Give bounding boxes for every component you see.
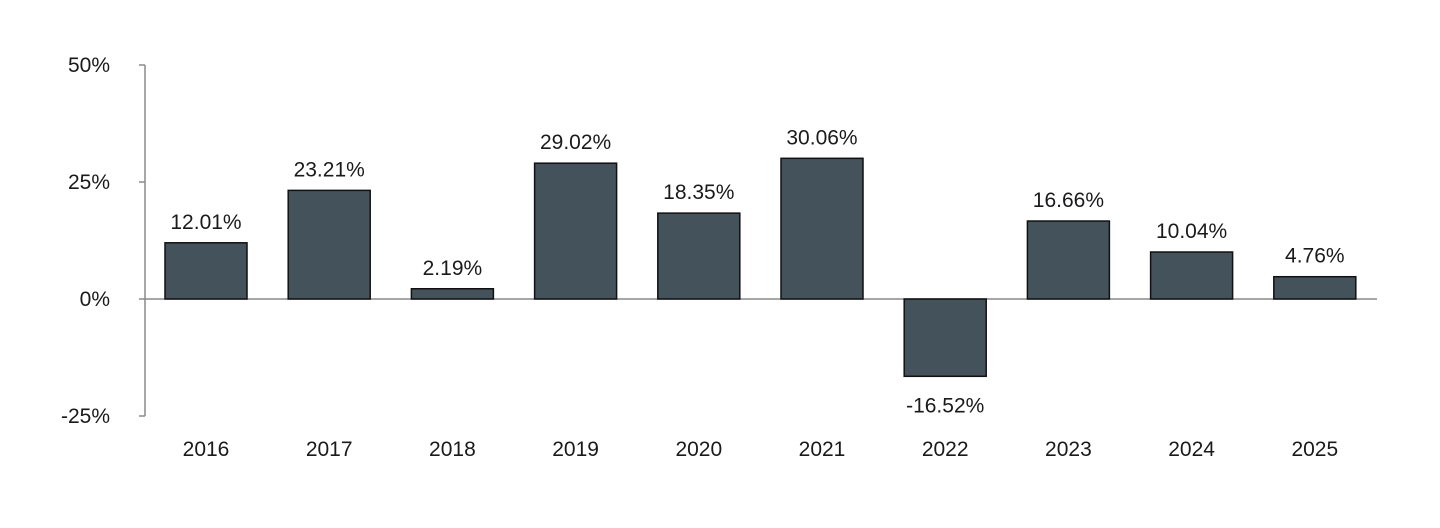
value-label-2024: 10.04% — [1156, 220, 1227, 243]
value-labels-group: 12.01% 23.21% 2.19% 29.02% 18.35% 30.06% -16.5… — [170, 126, 1344, 417]
x-tick-label-2025: 2025 — [1291, 438, 1338, 461]
value-label-2020: 18.35% — [663, 181, 734, 204]
bar-2022 — [903, 298, 987, 378]
x-tick-label-2020: 2020 — [675, 438, 722, 461]
value-label-2023: 16.66% — [1033, 189, 1104, 212]
bar-2017 — [287, 189, 371, 300]
bars-group — [164, 157, 1357, 378]
value-label-2019: 29.02% — [540, 131, 611, 154]
y-tick-label: 25% — [68, 171, 110, 194]
bar-2020 — [657, 212, 741, 300]
y-axis-ticks: 50% 25% 0% -25% — [61, 54, 145, 428]
bar-2018 — [410, 288, 495, 300]
bar-2024 — [1149, 251, 1234, 300]
x-tick-label-2018: 2018 — [429, 438, 476, 461]
value-label-2018: 2.19% — [423, 257, 483, 280]
y-tick-label: 50% — [68, 54, 110, 77]
x-tick-label-2024: 2024 — [1168, 438, 1215, 461]
x-tick-label-2022: 2022 — [922, 438, 969, 461]
value-label-2016: 12.01% — [170, 211, 241, 234]
x-tick-label-2023: 2023 — [1045, 438, 1092, 461]
bar-2019 — [533, 162, 618, 300]
value-label-2025: 4.76% — [1285, 245, 1345, 268]
x-tick-label-2021: 2021 — [799, 438, 846, 461]
value-label-2017: 23.21% — [294, 158, 365, 181]
value-label-2022: -16.52% — [906, 394, 984, 417]
x-tick-label-2017: 2017 — [306, 438, 353, 461]
bar-2025 — [1273, 275, 1357, 300]
bar-2016 — [164, 242, 248, 300]
x-tick-label-2019: 2019 — [552, 438, 599, 461]
bar-2023 — [1026, 220, 1111, 300]
bar-2021 — [780, 157, 864, 300]
x-axis-labels: 2016 2017 2018 2019 2020 2021 2022 2023 2024 2025 — [183, 438, 1339, 461]
y-tick-label: 0% — [80, 288, 110, 311]
value-label-2021: 30.06% — [786, 126, 857, 149]
x-tick-label-2016: 2016 — [183, 438, 230, 461]
y-tick-label: -25% — [61, 405, 110, 428]
